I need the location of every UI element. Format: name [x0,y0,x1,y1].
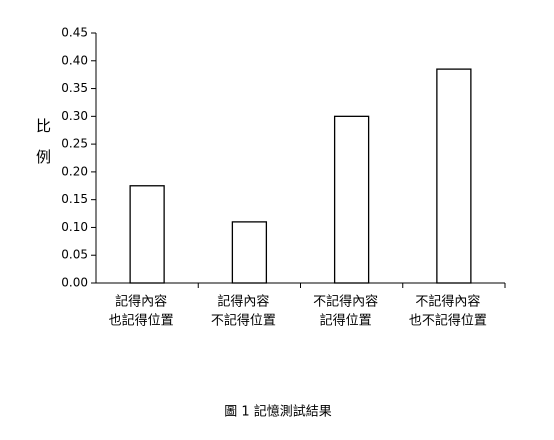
x-tick-label: 不記得位置 [211,313,276,329]
y-tick-label: 0.25 [61,137,88,151]
x-tick-label: 記得內容 [115,294,167,310]
y-axis-label: 比例 [34,118,52,180]
bar [231,221,268,284]
x-tick-label: 記得內容 [217,294,269,310]
chart-title: 圖 1 記憶測試結果 [224,404,332,420]
x-tick-label: 記得位置 [320,313,372,329]
bar [333,115,370,284]
y-tick-label: 0.00 [61,276,88,290]
y-tick-label: 0.20 [61,164,88,178]
x-tick-label: 不記得內容 [313,294,378,310]
bar [436,68,472,284]
x-tick-label: 不記得內容 [415,294,480,310]
y-tick-label: 0.30 [61,109,88,123]
x-tick-label: 也記得位置 [109,313,174,329]
y-tick-label: 0.35 [61,81,88,95]
y-tick-label: 0.15 [61,192,88,206]
x-tick-label: 也不記得位置 [409,313,487,329]
bar [129,185,165,284]
y-tick-label: 0.45 [61,26,88,40]
y-tick-label: 0.40 [61,53,88,67]
y-tick-label: 0.05 [61,248,88,262]
y-tick-label: 0.10 [61,220,88,234]
